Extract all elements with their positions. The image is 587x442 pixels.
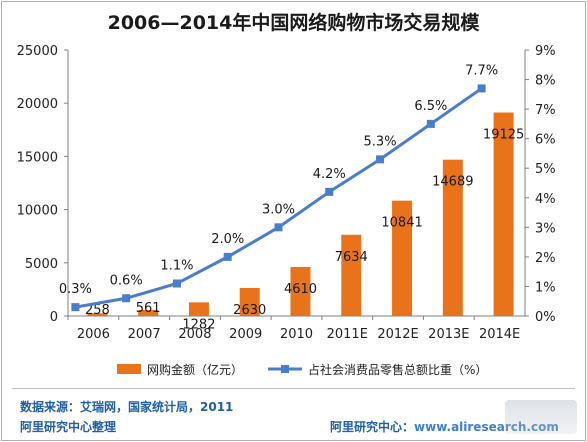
bar-value-label: 1282 — [182, 317, 215, 332]
org-credit-label: 阿里研究中心： — [330, 420, 415, 434]
line-marker — [71, 303, 80, 312]
y-left-tick-label: 10000 — [17, 204, 58, 219]
line-value-label: 2.0% — [211, 232, 244, 247]
line-value-label: 7.7% — [465, 63, 498, 78]
bar — [392, 200, 413, 316]
y-right-tick-label: 2% — [535, 251, 556, 266]
x-tick-label: 2007 — [128, 327, 161, 342]
axes: 0 5000 10000 15000 20000 25000 0% 1% 2% 3% 4% 5% 6% 7… — [17, 44, 556, 342]
x-tick-label: 2010 — [280, 327, 313, 342]
legend: 网购金额（亿元） 占社会消费品零售总额比重（%） — [117, 362, 487, 377]
y-left-tick-label: 25000 — [17, 44, 58, 59]
y-left-tick-label: 20000 — [17, 97, 58, 112]
line-marker — [223, 252, 232, 261]
x-tick-label: 2014E — [479, 327, 520, 342]
org-credit: 阿里研究中心：www.aliresearch.com — [330, 418, 559, 435]
legend-line-label: 占社会消费品零售总额比重（%） — [308, 362, 487, 377]
legend-bar-swatch — [117, 364, 141, 374]
x-tick-label: 2006 — [77, 327, 110, 342]
x-tick-label: 2009 — [229, 327, 262, 342]
watermark-logo — [505, 400, 577, 434]
bar-value-label: 258 — [85, 303, 110, 318]
y-left-tick-label: 15000 — [17, 150, 58, 165]
line-marker — [274, 223, 283, 232]
x-tick-label: 2008 — [178, 327, 211, 342]
line-value-label: 3.0% — [262, 202, 295, 217]
bar — [493, 112, 514, 316]
x-tick-label: 2012E — [377, 327, 418, 342]
bar-value-label: 561 — [136, 301, 161, 316]
chart-title: 2006—2014年中国网络购物市场交易规模 — [107, 12, 480, 34]
x-tick-label: 2013E — [428, 327, 469, 342]
line-value-label: 1.1% — [160, 258, 193, 273]
legend-line-marker — [281, 365, 289, 373]
line-value-label: 0.3% — [59, 282, 92, 297]
y-left-tick-label: 5000 — [25, 257, 58, 272]
y-right-tick-label: 8% — [535, 74, 556, 89]
y-right-tick-label: 7% — [535, 103, 556, 118]
y-right-tick-label: 0% — [535, 310, 556, 325]
compiled-by-note: 阿里研究中心整理 — [20, 420, 117, 434]
y-right-tick-label: 4% — [535, 192, 556, 207]
line-marker — [172, 279, 181, 288]
bar-value-label: 7634 — [335, 250, 368, 265]
bar — [341, 234, 362, 316]
line-marker — [122, 294, 131, 303]
bar-value-label: 14689 — [432, 175, 473, 190]
data-source-note: 数据来源：艾瑞网，国家统计局，2011 — [20, 400, 234, 414]
bar — [290, 266, 311, 316]
y-right-tick-label: 6% — [535, 133, 556, 148]
y-right-tick-label: 3% — [535, 221, 556, 236]
bar — [87, 313, 108, 316]
bar-series: 258 561 1282 2630 4610 7634 10841 14689 19125 — [85, 112, 524, 332]
line-value-label: 4.2% — [313, 167, 346, 182]
y-right-tick-label: 5% — [535, 162, 556, 177]
y-left-tick-label: 0 — [50, 310, 58, 325]
bar-value-label: 4610 — [284, 282, 317, 297]
line-marker — [376, 155, 385, 164]
bar — [442, 159, 463, 316]
line-series: 0.3% 0.6% 1.1% 2.0% 3.0% 4.2% 5.3% 6.5% 7.7% — [59, 63, 498, 312]
line-marker — [325, 187, 334, 196]
line-value-label: 5.3% — [364, 134, 397, 149]
legend-bar-label: 网购金额（亿元） — [147, 362, 243, 377]
footer-divider — [12, 388, 575, 389]
bar-value-label: 10841 — [381, 216, 422, 231]
org-url: www.aliresearch.com — [414, 420, 559, 434]
line-marker — [426, 119, 435, 128]
y-right-tick-label: 9% — [535, 44, 556, 59]
bar — [239, 288, 260, 316]
y-right-tick-label: 1% — [535, 280, 556, 295]
bar — [138, 310, 159, 316]
bar — [188, 302, 209, 316]
bar-value-label: 2630 — [233, 303, 266, 318]
line-value-label: 0.6% — [110, 273, 143, 288]
bar-value-label: 19125 — [483, 128, 524, 143]
line-value-label: 6.5% — [414, 99, 447, 114]
line-marker — [477, 84, 486, 93]
x-tick-label: 2011E — [327, 327, 368, 342]
